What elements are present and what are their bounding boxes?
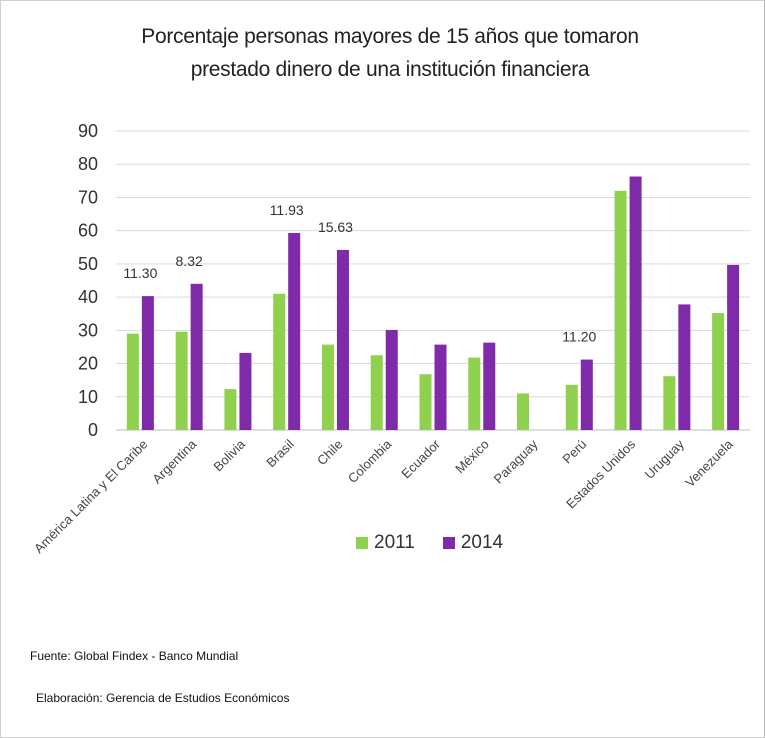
annotation-4: 11.20: [562, 329, 596, 345]
chart-title-line-1: Porcentaje personas mayores de 15 años q…: [141, 25, 639, 48]
y-tick-label-80: 80: [78, 154, 98, 174]
annotation-3: 15.63: [318, 219, 353, 235]
x-tick-label-8: Paraguay: [491, 436, 541, 486]
x-tick-label-7: México: [452, 437, 492, 477]
legend: 2011 2014: [356, 532, 503, 554]
annotation-2: 11.93: [270, 202, 304, 218]
bar-2014-12: [727, 264, 740, 430]
bar-2014-11: [678, 304, 691, 430]
legend-label-2014: 2014: [460, 532, 504, 553]
bar-2014-9: [580, 359, 593, 430]
bar-2014-7: [483, 342, 496, 430]
x-tick-label-9: Perú: [559, 437, 589, 467]
bar-2014-4: [336, 249, 349, 430]
x-tick-label-3: Brasil: [263, 436, 297, 470]
annotations: 11.30 8.32 11.93 15.63 11.20: [123, 202, 596, 345]
bars: [126, 176, 740, 430]
bar-2011-7: [468, 357, 481, 430]
y-axis-ticks: 0 10 20 30 40 50 60 70 80 90: [78, 121, 98, 440]
bar-2014-1: [190, 283, 203, 430]
legend-swatch-2014: [442, 537, 455, 549]
bar-2014-0: [141, 296, 154, 430]
y-tick-label-50: 50: [78, 254, 98, 274]
legend-item-2014: 2014: [442, 532, 504, 554]
y-tick-label-70: 70: [78, 187, 98, 207]
x-tick-label-5: Colombia: [345, 436, 395, 486]
bar-2014-6: [434, 344, 447, 430]
bar-2011-9: [565, 384, 578, 430]
legend-label-2011: 2011: [374, 532, 415, 553]
gridlines: [116, 130, 750, 431]
chart-title-line-2: prestado dinero de una institución finan…: [190, 58, 590, 81]
y-tick-label-10: 10: [78, 387, 98, 407]
y-tick-label-0: 0: [88, 420, 98, 440]
x-tick-label-1: Argentina: [149, 436, 200, 487]
y-tick-label-40: 40: [78, 287, 98, 307]
bar-2014-5: [385, 330, 398, 430]
x-tick-label-0: América Latina y El Caribe: [31, 437, 150, 556]
annotation-1: 8.32: [176, 253, 203, 269]
legend-item-2011: 2011: [356, 532, 415, 554]
legend-swatch-2011: [356, 537, 368, 549]
y-tick-label-90: 90: [78, 121, 98, 141]
prepared-by-note: Elaboración: Gerencia de Estudios Económ…: [36, 691, 290, 705]
y-tick-label-20: 20: [78, 354, 98, 374]
source-note: Fuente: Global Findex - Banco Mundial: [30, 649, 239, 663]
bar-2011-12: [712, 313, 725, 430]
bar-2014-10: [629, 176, 642, 430]
bar-2014-3: [288, 232, 301, 430]
x-tick-label-2: Bolivia: [210, 436, 248, 474]
bar-2011-5: [370, 355, 383, 430]
chart-title: Porcentaje personas mayores de 15 años q…: [60, 20, 720, 86]
annotation-0: 11.30: [123, 265, 157, 281]
bar-2011-3: [273, 293, 286, 430]
bar-2011-6: [419, 374, 432, 430]
bar-2011-8: [517, 393, 530, 430]
x-tick-label-11: Uruguay: [642, 436, 688, 482]
bar-2011-2: [224, 389, 237, 430]
bar-2011-4: [321, 344, 334, 430]
bar-2011-0: [126, 333, 139, 430]
x-tick-label-6: Ecuador: [398, 436, 443, 481]
bar-2011-1: [175, 331, 188, 430]
bar-2014-2: [239, 352, 252, 430]
x-tick-label-4: Chile: [314, 437, 346, 469]
x-tick-label-12: Venezuela: [682, 436, 736, 490]
y-tick-label-60: 60: [78, 221, 98, 241]
bar-2011-11: [663, 376, 676, 430]
y-tick-label-30: 30: [78, 320, 98, 340]
bar-2011-10: [614, 190, 627, 430]
